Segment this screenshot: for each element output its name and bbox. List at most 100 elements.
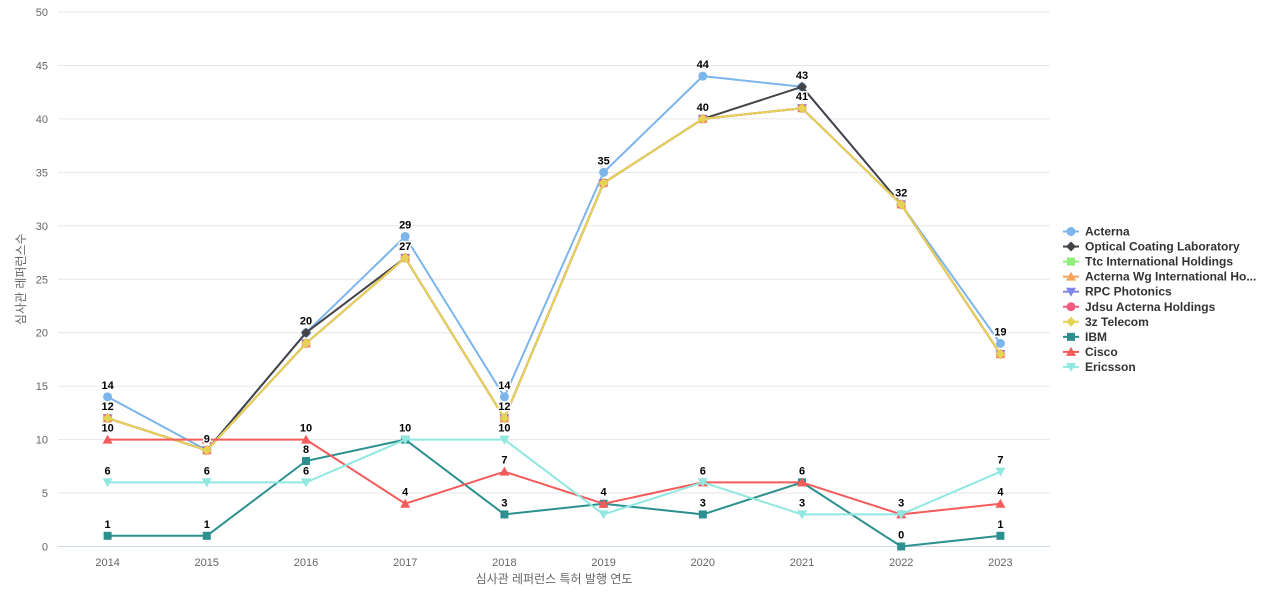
data-point-marker[interactable] [400, 231, 410, 241]
data-point-marker[interactable] [301, 478, 311, 488]
legend-item-cisco[interactable]: Cisco [1063, 345, 1118, 359]
data-point-marker[interactable] [896, 510, 907, 520]
legend-item-label: 3z Telecom [1085, 315, 1149, 329]
data-point-marker[interactable] [897, 542, 906, 551]
data-point-label: 4 [601, 487, 608, 499]
y-axis-tick-label: 35 [36, 167, 48, 179]
data-point-label: 1 [105, 519, 111, 531]
data-point-marker[interactable] [599, 167, 609, 177]
legend-item-jdsu-acterna-holdings[interactable]: Jdsu Acterna Holdings [1063, 300, 1216, 314]
legend-triangle-symbol-icon [1066, 346, 1076, 356]
data-point-label: 10 [498, 423, 510, 435]
data-point-label: 12 [101, 401, 113, 413]
data-point-label: 3 [501, 497, 507, 509]
legend-item-ibm[interactable]: IBM [1063, 330, 1107, 344]
data-point-marker[interactable] [302, 456, 310, 465]
data-point-marker[interactable] [400, 252, 411, 263]
data-point-marker[interactable] [202, 531, 211, 540]
y-axis-tick-label: 15 [36, 381, 48, 393]
data-point-label: 14 [498, 380, 511, 392]
legend-diamond-symbol-icon [1066, 316, 1076, 327]
data-point-label: 3 [799, 497, 805, 509]
data-point-marker[interactable] [797, 510, 807, 520]
y-axis-tick-label: 45 [36, 60, 48, 72]
y-axis-tick-label: 40 [36, 114, 48, 126]
data-point-marker[interactable] [995, 349, 1006, 360]
x-axis-tick-label: 2022 [889, 557, 913, 569]
data-point-marker[interactable] [201, 434, 212, 444]
data-point-marker[interactable] [499, 435, 510, 445]
data-point-marker[interactable] [102, 434, 113, 444]
data-point-marker[interactable] [697, 113, 708, 124]
data-point-marker[interactable] [598, 510, 609, 520]
data-point-label: 7 [501, 455, 507, 467]
data-point-marker[interactable] [201, 478, 212, 488]
data-point-label: 32 [895, 187, 907, 199]
data-point-marker[interactable] [102, 413, 113, 424]
series-optical-coating-laboratory [102, 81, 1006, 456]
data-point-label: 4 [402, 487, 409, 499]
data-point-marker[interactable] [102, 478, 113, 488]
data-point-marker[interactable] [896, 199, 907, 210]
legend-item-ericsson[interactable]: Ericsson [1063, 360, 1136, 374]
data-point-marker[interactable] [698, 510, 707, 519]
legend-item-rpc-photonics[interactable]: RPC Photonics [1063, 285, 1172, 299]
data-point-marker[interactable] [103, 531, 112, 540]
data-point-marker[interactable] [499, 466, 510, 476]
data-point-marker[interactable] [301, 338, 311, 349]
data-point-marker[interactable] [996, 531, 1005, 540]
legend-triangle-symbol-icon [1066, 271, 1076, 281]
legend-square-symbol-icon [1067, 257, 1075, 266]
legend-triangle-down-symbol-icon [1066, 362, 1076, 372]
data-point-marker[interactable] [301, 327, 311, 338]
x-axis-tick-label: 2020 [691, 557, 715, 569]
data-point-marker[interactable] [103, 392, 113, 402]
data-point-marker[interactable] [400, 498, 411, 508]
data-point-marker[interactable] [598, 498, 609, 508]
data-point-marker[interactable] [995, 467, 1006, 477]
data-point-marker[interactable] [400, 435, 411, 445]
data-point-label: 3 [700, 497, 706, 509]
data-point-marker[interactable] [797, 81, 807, 92]
data-point-label: 9 [204, 433, 210, 445]
data-point-marker[interactable] [698, 71, 708, 81]
x-axis-tick-label: 2014 [95, 557, 119, 569]
data-point-marker[interactable] [697, 478, 708, 488]
data-point-label: 1 [204, 519, 210, 531]
legend-item-label: Acterna Wg International Ho... [1085, 270, 1256, 284]
data-point-marker[interactable] [598, 178, 609, 189]
data-point-marker[interactable] [499, 392, 509, 402]
data-point-marker[interactable] [797, 103, 807, 114]
data-point-marker[interactable] [995, 338, 1005, 348]
y-axis-tick-label: 30 [36, 221, 48, 233]
data-point-label: 29 [399, 219, 411, 231]
legend-item-label: Jdsu Acterna Holdings [1085, 300, 1216, 314]
legend-item-optical-coating-laboratory[interactable]: Optical Coating Laboratory [1063, 240, 1240, 254]
data-point-marker[interactable] [995, 498, 1006, 508]
data-point-label: 6 [105, 465, 111, 477]
legend-item-label: Acterna [1085, 225, 1130, 239]
data-point-marker[interactable] [797, 477, 807, 487]
x-axis-tick-label: 2018 [492, 557, 516, 569]
y-axis-tick-label: 5 [42, 488, 48, 500]
data-point-label: 12 [498, 401, 510, 413]
legend-item-acterna-wg-international-ho[interactable]: Acterna Wg International Ho... [1063, 270, 1256, 284]
legend-item-label: RPC Photonics [1085, 285, 1172, 299]
legend-item-ttc-international-holdings[interactable]: Ttc International Holdings [1063, 255, 1233, 269]
data-point-marker[interactable] [201, 445, 212, 456]
data-point-marker[interactable] [301, 434, 311, 444]
legend-item-label: IBM [1085, 330, 1107, 344]
data-point-marker[interactable] [499, 413, 510, 424]
series-ericsson [102, 435, 1006, 520]
y-axis-tick-label: 25 [36, 274, 48, 286]
data-point-label: 44 [697, 59, 710, 71]
data-point-marker[interactable] [500, 510, 509, 519]
legend-item-3z-telecom[interactable]: 3z Telecom [1063, 315, 1149, 329]
data-point-label: 27 [399, 241, 411, 253]
legend-item-label: Ericsson [1085, 360, 1136, 374]
legend-item-acterna[interactable]: Acterna [1063, 225, 1130, 239]
data-point-label: 3 [898, 497, 904, 509]
